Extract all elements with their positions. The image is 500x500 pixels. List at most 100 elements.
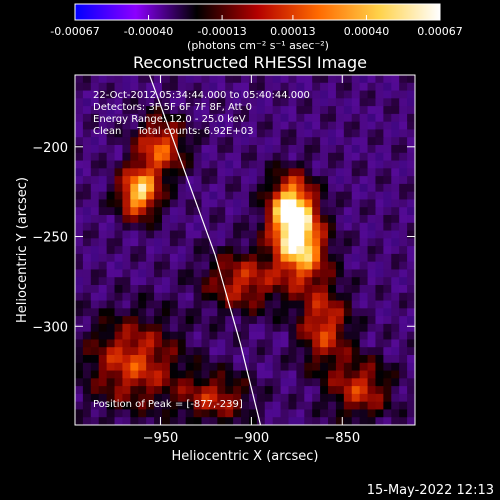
heatmap-cell [106,75,116,84]
heatmap-cell [312,277,321,286]
heatmap-cell [320,261,329,271]
heatmap-cell [399,393,408,403]
heatmap-cell [241,339,250,348]
heatmap-cell [209,386,218,395]
heatmap-cell [312,152,321,162]
heatmap-cell [225,339,234,348]
heatmap-cell [177,199,187,208]
heatmap-cell [256,75,266,84]
heatmap-cell [304,207,313,216]
heatmap-cell [343,199,353,208]
heatmap-cell [367,386,377,395]
heatmap-cell [288,207,297,216]
heatmap-cell [320,269,329,278]
heatmap-cell [138,145,147,154]
heatmap-cell [130,331,139,341]
heatmap-cell [169,409,179,418]
heatmap-cell [351,238,361,247]
heatmap-cell [320,378,329,387]
heatmap-cell [138,168,147,177]
heatmap-cell [241,121,250,131]
heatmap-cell [114,82,124,92]
heatmap-cell [138,82,147,92]
heatmap-cell [114,417,124,425]
heatmap-cell [98,90,108,99]
heatmap-cell [304,339,313,348]
heatmap-cell [248,191,258,201]
heatmap-cell [161,152,171,162]
heatmap-cell [209,355,218,364]
heatmap-cell [264,168,274,177]
heatmap-cell [209,285,218,294]
heatmap-cell [146,98,155,107]
heatmap-cell [359,145,369,154]
heatmap-cell [248,362,258,372]
heatmap-cell [241,370,250,379]
heatmap-cell [280,199,290,208]
heatmap-cell [320,215,329,224]
x-tick-label: −850 [324,431,360,446]
heatmap-cell [169,176,179,185]
heatmap-cell [343,269,353,278]
heatmap-cell [185,409,195,418]
heatmap-cell [114,152,124,162]
heatmap-cell [193,401,203,411]
heatmap-cell [328,246,337,255]
heatmap-cell [343,323,353,333]
heatmap-cell [106,246,116,255]
heatmap-cell [193,106,203,115]
heatmap-cell [201,308,211,317]
heatmap-cell [193,409,203,418]
heatmap-cell [312,106,321,115]
heatmap-cell [272,393,282,403]
heatmap-cell [217,152,226,162]
heatmap-cell [383,75,392,84]
heatmap-cell [241,145,250,154]
heatmap-cell [383,222,392,232]
heatmap-cell [328,253,337,263]
heatmap-cell [264,82,274,92]
heatmap-cell [177,323,187,333]
heatmap-cell [312,393,321,403]
heatmap-cell [343,277,353,286]
heatmap-cell [359,121,369,131]
heatmap-cell [256,176,266,185]
heatmap-cell [201,121,211,131]
heatmap-cell [161,370,171,379]
heatmap-cell [201,160,211,169]
heatmap-cell [264,75,274,84]
heatmap-cell [106,199,116,208]
heatmap-cell [193,230,203,239]
colorbar-tick-label: -0.00067 [50,25,99,38]
heatmap-cell [280,292,290,302]
heatmap-cell [241,230,250,239]
heatmap-cell [82,222,92,232]
heatmap-cell [82,145,92,154]
heatmap-cell [177,339,187,348]
heatmap-cell [272,409,282,418]
heatmap-cell [114,222,124,232]
heatmap-cell [328,316,337,325]
heatmap-cell [399,222,408,232]
heatmap-cell [407,106,415,115]
heatmap-cell [264,308,274,317]
heatmap-cell [399,183,408,193]
heatmap-cell [359,417,369,425]
heatmap-cell [241,393,250,403]
heatmap-cell [320,316,329,325]
heatmap-cell [217,222,226,232]
heatmap-cell [106,300,116,309]
heatmap-cell [146,191,155,201]
heatmap-cell [359,207,369,216]
heatmap-cell [367,106,377,115]
heatmap-cell [248,199,258,208]
heatmap-cell [241,323,250,333]
heatmap-cell [130,401,139,411]
heatmap-cell [90,160,100,169]
heatmap-cell [399,269,408,278]
heatmap-cell [375,316,384,325]
heatmap-cell [288,386,297,395]
heatmap-cell [407,168,415,177]
heatmap-cell [264,246,274,255]
heatmap-cell [114,409,124,418]
